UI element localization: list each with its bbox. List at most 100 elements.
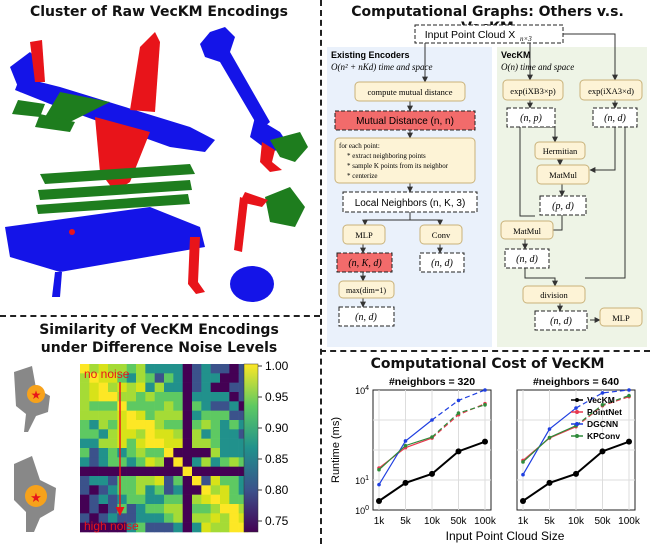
heatmap-cell xyxy=(117,504,127,514)
heatmap-cell xyxy=(80,513,90,523)
heatmap-cell xyxy=(108,410,118,421)
veckm-title: VecKM xyxy=(501,50,531,60)
heatmap-cell xyxy=(229,438,239,449)
input-label: Input Point Cloud X xyxy=(425,29,515,41)
mlp-node-left xyxy=(342,224,386,245)
heatmap-cell xyxy=(182,364,193,374)
x-tick-label: 100k xyxy=(618,516,641,527)
heatmap-cell xyxy=(201,438,211,449)
heatmap-cell xyxy=(154,382,165,393)
heatmap-cell xyxy=(108,485,118,495)
exp-a-node xyxy=(579,79,643,101)
heatmap-cell xyxy=(89,429,99,439)
data-point xyxy=(403,443,408,448)
heatmap-cell xyxy=(182,410,193,421)
heatmap-cell xyxy=(117,448,127,458)
heatmap-cell xyxy=(201,373,211,383)
heatmap-cell xyxy=(173,438,183,449)
x-tick-label: 1k xyxy=(518,516,530,527)
left-horizontal-divider xyxy=(0,315,320,317)
colorbar-tick-label: 1.00 xyxy=(265,360,289,373)
heatmap-cell xyxy=(220,504,230,514)
x-tick-label: 100k xyxy=(474,516,497,527)
heatmap-cell xyxy=(201,522,211,533)
heatmap-cell xyxy=(220,438,230,449)
data-point xyxy=(376,497,382,504)
heatmap-cell xyxy=(154,457,165,467)
data-point xyxy=(521,460,525,464)
x-tick-label: 10k xyxy=(424,516,441,527)
heatmap-cell xyxy=(164,522,174,533)
data-point xyxy=(627,393,631,398)
heatmap-cell xyxy=(108,438,118,449)
heatmap-cell xyxy=(229,420,239,430)
heatmap-cell xyxy=(126,373,137,383)
heatmap-cell xyxy=(89,494,99,505)
heatmap-cell xyxy=(210,466,221,477)
data-point xyxy=(430,418,434,422)
heatmap-cell xyxy=(89,410,99,421)
heatmap-cell xyxy=(201,364,211,374)
heatmap-cell xyxy=(238,522,249,533)
heatmap-cell xyxy=(192,429,202,439)
heatmap-cell xyxy=(192,457,202,467)
heatmap-cell xyxy=(126,420,137,430)
data-point xyxy=(430,435,434,439)
max-label: max(dim=1) xyxy=(346,286,386,295)
heatmap-cell xyxy=(201,466,211,477)
data-point xyxy=(546,479,553,486)
heatmap-cell xyxy=(192,466,202,477)
heatmap-cell xyxy=(145,466,155,477)
legend-label: VecKM xyxy=(587,395,615,405)
heatmap-cell xyxy=(192,504,202,514)
heatmap-cell xyxy=(201,382,211,393)
x-tick-label: 50k xyxy=(450,516,467,527)
matmul-node-1 xyxy=(536,164,590,185)
heatmap-cell xyxy=(154,392,165,402)
heatmap-cell xyxy=(238,420,249,430)
heatmap-cell xyxy=(238,485,249,495)
heatmap-cell xyxy=(98,485,109,495)
heatmap-cell xyxy=(173,448,183,458)
data-point xyxy=(483,403,487,407)
heatmap-cell xyxy=(210,476,221,486)
heatmap-cell xyxy=(220,420,230,430)
heatmap-cell xyxy=(136,420,146,430)
existing-title: Existing Encoders xyxy=(331,50,410,60)
heatmap-cell xyxy=(192,392,202,402)
heatmap-cell xyxy=(164,429,174,439)
heatmap-cell xyxy=(117,513,127,523)
heatmap-cell xyxy=(108,429,118,439)
conv-node xyxy=(419,224,463,245)
heatmap-cell xyxy=(117,401,127,411)
nd-node-a xyxy=(592,107,638,128)
heatmap-cell xyxy=(238,513,249,523)
heatmap-cell xyxy=(173,420,183,430)
heatmap-cell xyxy=(98,513,109,523)
for-each-line-4: * centerize xyxy=(347,172,378,180)
heatmap-cell xyxy=(210,373,221,383)
heatmap-cell xyxy=(201,448,211,458)
data-point xyxy=(599,448,606,455)
heatmap-cell xyxy=(80,494,90,505)
division-node xyxy=(522,285,586,304)
for-each-line-3: * sample K points from its neighbor xyxy=(347,162,449,170)
heatmap-cell xyxy=(201,420,211,430)
heatmap-cell xyxy=(80,373,90,383)
heatmap-cell xyxy=(220,494,230,505)
heatmap-cell xyxy=(192,476,202,486)
heatmap-cell xyxy=(154,401,165,411)
heatmap-cell xyxy=(173,364,183,374)
heatmap-cell xyxy=(182,401,193,411)
heatmap-cell xyxy=(182,457,193,467)
heatmap-cell xyxy=(108,466,118,477)
heatmap-cell xyxy=(98,494,109,505)
heatmap-cell xyxy=(98,504,109,514)
heatmap-cell xyxy=(164,513,174,523)
heatmap-cell xyxy=(210,401,221,411)
heatmap-cell xyxy=(80,504,90,514)
heatmap-cell xyxy=(126,410,137,421)
x-tick-label: 50k xyxy=(594,516,611,527)
heatmap-cell xyxy=(229,476,239,486)
heatmap-cell xyxy=(238,448,249,458)
